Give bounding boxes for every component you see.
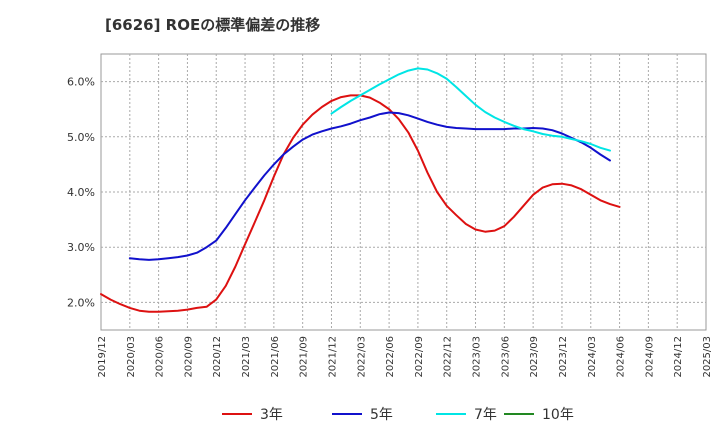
x-axis-ticks: 2019/12 2020/03 2020/06 2020/09 2020/12 2021/… [97, 336, 713, 378]
x-tick-label: 2024/09 [644, 336, 655, 378]
y-tick-label: 2.0% [67, 296, 95, 309]
series-line-5年 [128, 111, 611, 261]
x-tick-label: 2024/03 [587, 336, 598, 378]
legend-label-5年: 5年 [370, 407, 393, 423]
x-tick-label: 2022/09 [414, 336, 425, 378]
x-tick-label: 2020/12 [212, 336, 223, 378]
x-tick-label: 2021/12 [327, 336, 338, 378]
y-tick-label: 4.0% [67, 186, 95, 199]
legend-label-7年: 7年 [474, 407, 497, 423]
series-lines [100, 67, 621, 313]
x-tick-label: 2023/06 [500, 336, 511, 378]
y-axis-ticks: 2.0% 3.0% 4.0% 5.0% 6.0% [67, 76, 95, 310]
legend-label-10年: 10年 [542, 407, 574, 423]
legend: 3年 5年 7年 10年 [222, 407, 574, 423]
x-tick-label: 2020/06 [155, 336, 166, 378]
y-tick-label: 6.0% [67, 76, 95, 89]
x-tick-label: 2022/03 [356, 336, 367, 378]
x-tick-label: 2021/09 [299, 336, 310, 378]
grid-lines [101, 54, 706, 330]
x-tick-label: 2024/12 [673, 336, 684, 378]
x-tick-label: 2020/03 [126, 336, 137, 378]
chart-title: [6626] ROEの標準偏差の推移 [105, 16, 321, 34]
x-tick-label: 2022/06 [385, 336, 396, 378]
x-tick-label: 2022/12 [443, 336, 454, 378]
plot-area [100, 53, 707, 331]
x-tick-label: 2021/06 [270, 336, 281, 378]
x-tick-label: 2019/12 [97, 336, 108, 378]
x-tick-label: 2023/12 [558, 336, 569, 378]
legend-label-3年: 3年 [260, 407, 283, 423]
x-tick-label: 2023/03 [472, 336, 483, 378]
x-tick-label: 2021/03 [241, 336, 252, 378]
x-tick-label: 2020/09 [183, 336, 194, 378]
y-tick-label: 5.0% [67, 131, 95, 144]
x-tick-label: 2024/06 [616, 336, 627, 378]
x-tick-label: 2023/09 [529, 336, 540, 378]
y-tick-label: 3.0% [67, 241, 95, 254]
series-line-7年 [330, 67, 611, 152]
x-tick-label: 2025/03 [702, 336, 713, 378]
